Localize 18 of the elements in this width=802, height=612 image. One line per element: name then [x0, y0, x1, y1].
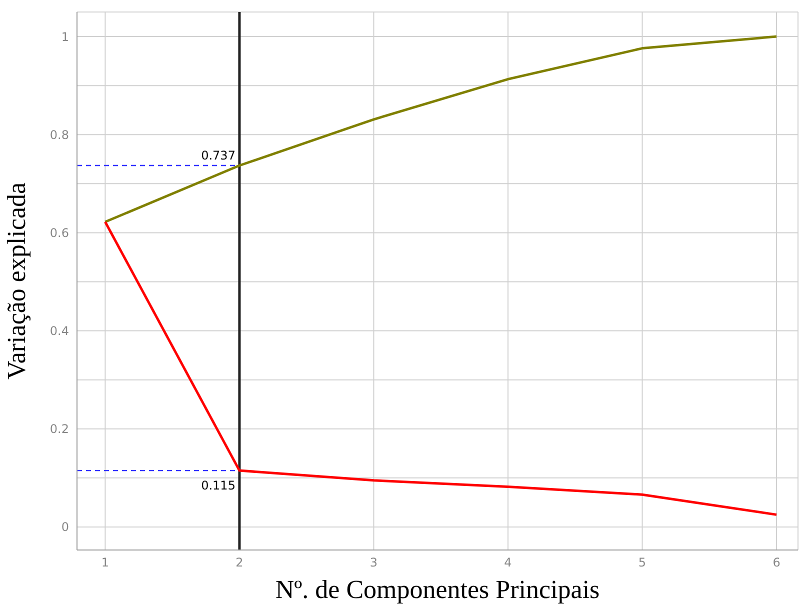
- x-tick-label: 2: [236, 556, 244, 570]
- x-axis-title: Nº. de Componentes Principais: [275, 575, 600, 604]
- y-tick-label: 1: [61, 30, 69, 44]
- x-tick-label: 5: [638, 556, 646, 570]
- x-tick-label: 4: [504, 556, 512, 570]
- y-tick-label: 0.8: [50, 128, 69, 142]
- x-tick-label: 1: [101, 556, 110, 570]
- ref-line-label: 0.737: [201, 148, 236, 163]
- x-tick-label: 6: [772, 556, 780, 570]
- line-series: [104, 35, 778, 224]
- line-series: [104, 220, 778, 516]
- y-tick-label: 0.6: [50, 226, 69, 240]
- y-tick-label: 0.2: [50, 422, 69, 436]
- ref-line-label: 0.115: [201, 478, 236, 493]
- y-tick-label: 0.4: [50, 324, 69, 338]
- y-tick-label: 0: [61, 520, 69, 534]
- y-axis-title: Variação explicada: [2, 182, 32, 380]
- x-tick-label: 3: [370, 556, 378, 570]
